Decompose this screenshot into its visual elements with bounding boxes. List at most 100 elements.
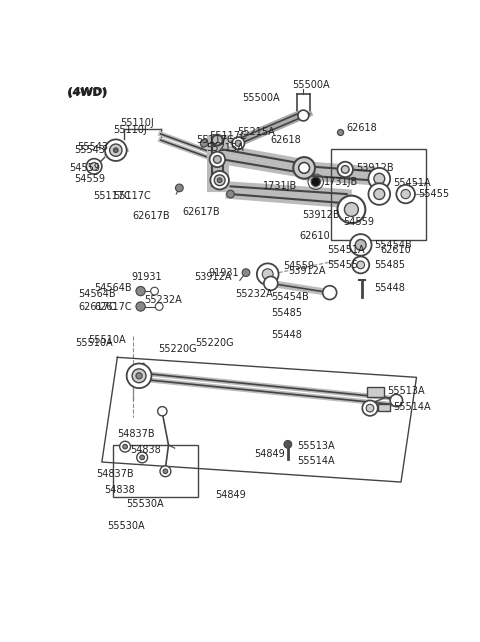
Text: 55543: 55543 bbox=[74, 145, 105, 155]
Text: 55215A: 55215A bbox=[206, 143, 243, 153]
Text: 54559: 54559 bbox=[69, 163, 100, 173]
Text: 54564B: 54564B bbox=[94, 283, 132, 293]
Circle shape bbox=[137, 452, 147, 463]
Circle shape bbox=[109, 144, 122, 157]
Text: 53912A: 53912A bbox=[288, 266, 325, 276]
Text: 1731JB: 1731JB bbox=[263, 181, 297, 191]
Circle shape bbox=[136, 302, 145, 311]
Text: 55110J: 55110J bbox=[120, 118, 154, 128]
Circle shape bbox=[136, 286, 145, 296]
Text: 55454B: 55454B bbox=[375, 240, 412, 250]
Text: (4WD): (4WD) bbox=[67, 89, 107, 98]
Bar bbox=[331, 150, 426, 240]
Circle shape bbox=[262, 269, 273, 279]
Circle shape bbox=[120, 441, 131, 452]
Circle shape bbox=[396, 185, 415, 204]
Text: 62617C: 62617C bbox=[79, 302, 116, 312]
Text: 55232A: 55232A bbox=[144, 295, 181, 306]
Text: 55500A: 55500A bbox=[292, 80, 330, 90]
Circle shape bbox=[127, 363, 152, 388]
Circle shape bbox=[357, 261, 365, 269]
Circle shape bbox=[105, 139, 127, 161]
Circle shape bbox=[136, 373, 142, 379]
Text: 55513A: 55513A bbox=[297, 441, 335, 451]
Circle shape bbox=[140, 455, 144, 460]
Text: 54559: 54559 bbox=[74, 174, 105, 184]
Circle shape bbox=[298, 110, 309, 121]
Text: 55117C: 55117C bbox=[113, 191, 150, 200]
Text: 54837B: 54837B bbox=[117, 429, 155, 439]
Circle shape bbox=[113, 148, 118, 153]
Circle shape bbox=[369, 184, 390, 205]
Circle shape bbox=[374, 173, 385, 184]
Text: 55543: 55543 bbox=[77, 142, 108, 152]
Text: 55110J: 55110J bbox=[113, 125, 146, 135]
Text: 91931: 91931 bbox=[209, 268, 240, 277]
Text: 55485: 55485 bbox=[271, 308, 302, 318]
Text: 62610: 62610 bbox=[299, 230, 330, 241]
Text: 54559: 54559 bbox=[283, 261, 314, 271]
Circle shape bbox=[390, 394, 403, 406]
Text: 55455: 55455 bbox=[327, 260, 358, 270]
Text: (4WD): (4WD) bbox=[68, 87, 108, 98]
Circle shape bbox=[235, 140, 241, 146]
Circle shape bbox=[160, 466, 171, 476]
Circle shape bbox=[123, 444, 127, 449]
Circle shape bbox=[401, 189, 410, 199]
Text: 54838: 54838 bbox=[130, 445, 160, 455]
Text: 54849: 54849 bbox=[216, 490, 246, 499]
Circle shape bbox=[355, 239, 366, 250]
Circle shape bbox=[217, 178, 222, 182]
Text: 55514A: 55514A bbox=[297, 456, 335, 465]
Text: 55530A: 55530A bbox=[108, 521, 145, 531]
Text: 55117C: 55117C bbox=[209, 132, 247, 141]
Circle shape bbox=[323, 286, 336, 300]
Text: 55448: 55448 bbox=[271, 330, 302, 340]
Bar bbox=[367, 386, 384, 397]
Text: 55510A: 55510A bbox=[75, 338, 112, 348]
Circle shape bbox=[200, 139, 208, 147]
Text: 53912B: 53912B bbox=[356, 163, 394, 173]
Circle shape bbox=[352, 256, 369, 273]
Circle shape bbox=[257, 263, 278, 285]
Text: 55220G: 55220G bbox=[195, 338, 233, 349]
Text: 55500A: 55500A bbox=[242, 93, 280, 103]
Bar bbox=[113, 445, 198, 498]
Text: 55513A: 55513A bbox=[387, 386, 425, 396]
Circle shape bbox=[242, 269, 250, 277]
Circle shape bbox=[362, 401, 378, 416]
Text: 55514A: 55514A bbox=[393, 402, 431, 412]
Circle shape bbox=[350, 234, 372, 256]
Circle shape bbox=[214, 155, 221, 163]
Text: 54559: 54559 bbox=[344, 217, 375, 227]
Circle shape bbox=[176, 184, 183, 192]
Text: 1731JB: 1731JB bbox=[324, 177, 358, 187]
Circle shape bbox=[214, 175, 225, 186]
Text: 55451A: 55451A bbox=[327, 245, 365, 255]
Circle shape bbox=[293, 157, 315, 178]
Bar bbox=[378, 404, 390, 412]
Circle shape bbox=[90, 162, 98, 170]
Circle shape bbox=[284, 440, 292, 448]
Circle shape bbox=[341, 166, 349, 173]
Circle shape bbox=[311, 177, 321, 186]
Text: 54564B: 54564B bbox=[79, 288, 116, 299]
Text: 62617B: 62617B bbox=[182, 207, 220, 217]
Circle shape bbox=[369, 168, 390, 189]
Circle shape bbox=[151, 287, 158, 295]
Circle shape bbox=[232, 137, 244, 150]
Circle shape bbox=[132, 369, 146, 383]
Circle shape bbox=[157, 406, 167, 416]
Circle shape bbox=[337, 196, 365, 223]
Text: 55454B: 55454B bbox=[271, 291, 309, 302]
Ellipse shape bbox=[212, 135, 223, 146]
Text: 53912A: 53912A bbox=[194, 272, 231, 282]
Text: 62610: 62610 bbox=[380, 245, 411, 255]
Text: 55451A: 55451A bbox=[393, 178, 431, 188]
Circle shape bbox=[366, 404, 374, 412]
Text: 55220G: 55220G bbox=[158, 344, 197, 354]
Text: 91931: 91931 bbox=[132, 272, 162, 282]
Text: 62617C: 62617C bbox=[94, 302, 132, 311]
Circle shape bbox=[210, 152, 225, 167]
Circle shape bbox=[264, 277, 278, 290]
